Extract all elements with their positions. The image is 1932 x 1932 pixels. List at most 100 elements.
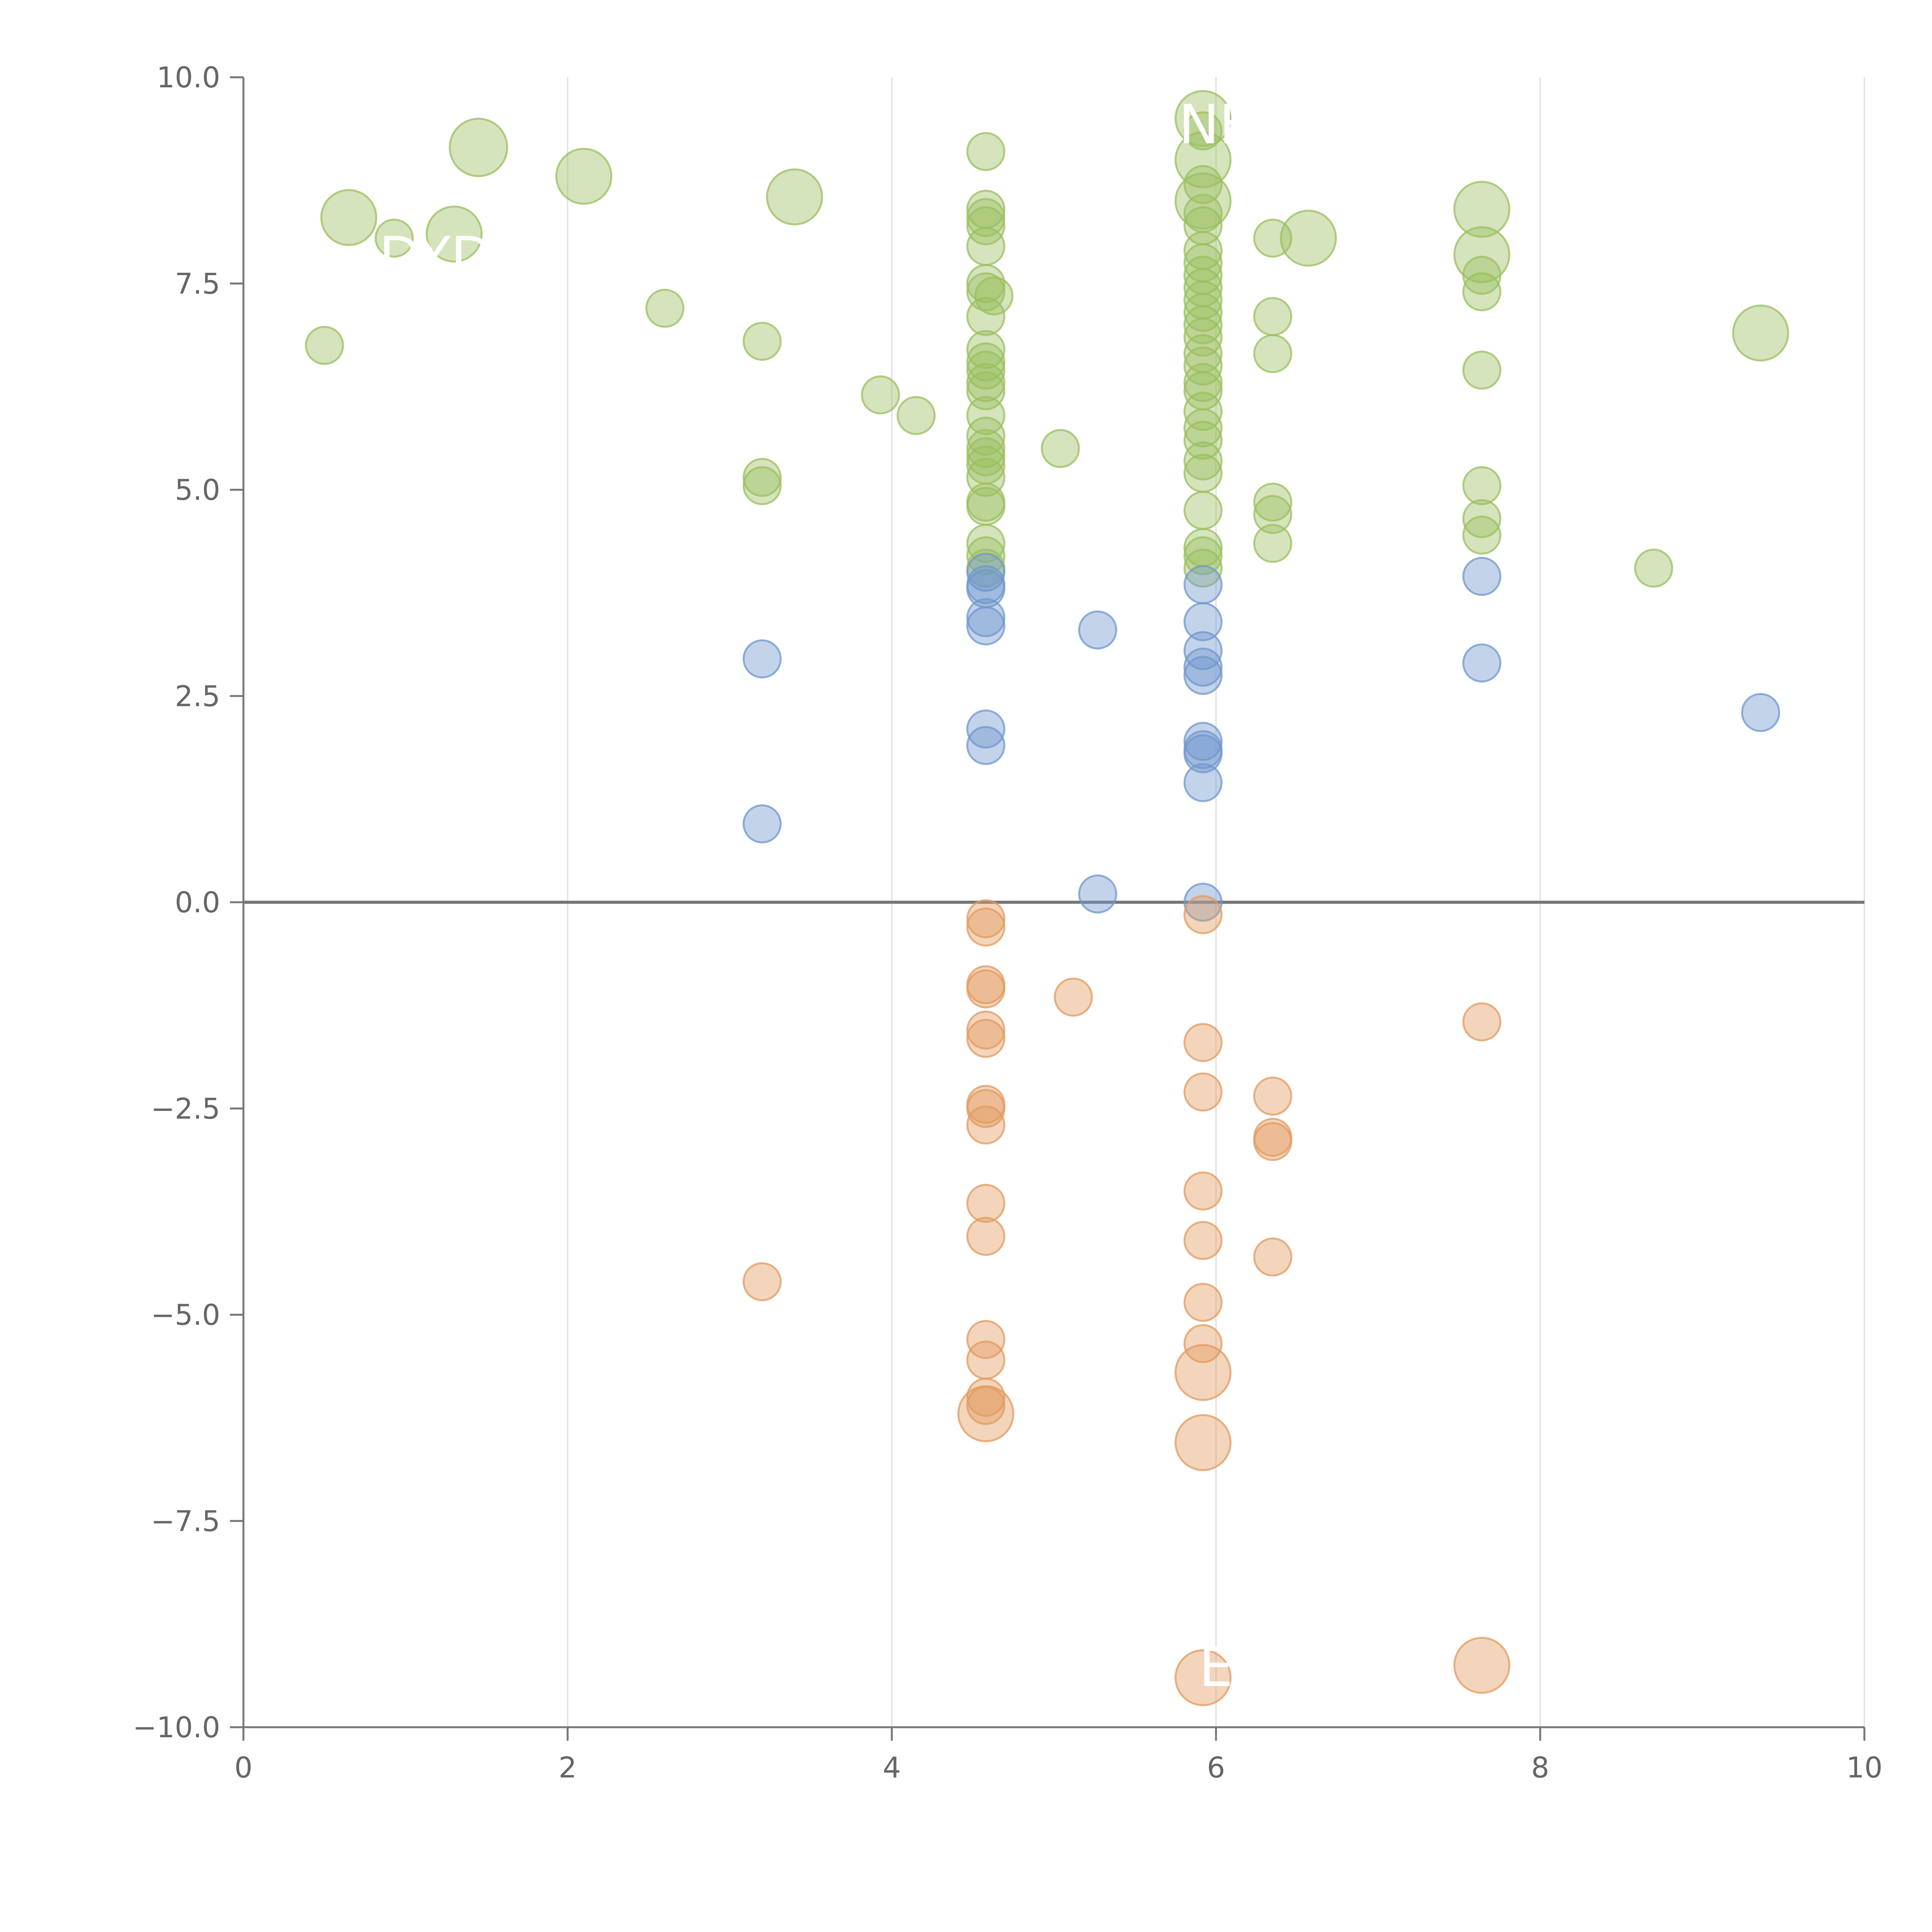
data-point (1253, 1122, 1293, 1161)
data-point (449, 117, 509, 177)
data-point (1183, 565, 1223, 604)
data-point (1183, 602, 1223, 641)
data-point (1183, 1023, 1223, 1062)
y-tick-label: −2.5 (151, 1092, 220, 1126)
data-point (1183, 548, 1223, 588)
data-point (1462, 643, 1502, 683)
data-point (966, 1217, 1005, 1256)
data-point (1462, 466, 1502, 505)
y-tick-label: 2.5 (175, 680, 220, 713)
data-point (1253, 1237, 1293, 1277)
data-point (1183, 883, 1223, 922)
data-point (742, 639, 782, 679)
data-point (966, 437, 1005, 476)
data-point (1183, 763, 1223, 802)
point-labels: DYDX NE E (379, 94, 1253, 1699)
x-tick-label: 2 (558, 1751, 577, 1784)
data-point (742, 321, 782, 361)
data-point (1462, 255, 1502, 295)
data-point (1462, 515, 1502, 555)
data-point (1183, 363, 1223, 402)
data-point (1183, 536, 1223, 575)
data-point (1253, 334, 1293, 373)
data-point (966, 417, 1005, 456)
data-point (966, 396, 1005, 435)
data-point (374, 218, 414, 258)
data-point (1183, 1171, 1223, 1211)
data-point (966, 598, 1005, 637)
data-point (966, 1184, 1005, 1223)
data-point (966, 1320, 1005, 1359)
data-point (1253, 524, 1293, 563)
point-annotation: DYDX (379, 225, 529, 288)
y-tick-label: 5.0 (175, 474, 220, 507)
data-point (1183, 111, 1223, 151)
data-point (305, 326, 344, 365)
data-point (1183, 441, 1223, 481)
data-point (966, 1340, 1005, 1380)
data-point (1054, 978, 1093, 1017)
x-tick-label: 8 (1531, 1751, 1549, 1784)
data-point (1453, 180, 1510, 238)
data-point (966, 486, 1005, 526)
data-point (1253, 297, 1293, 336)
x-tick-label: 10 (1846, 1751, 1883, 1784)
data-point (966, 350, 1005, 390)
data-point (966, 342, 1005, 382)
data-point (1183, 305, 1223, 344)
data-point (966, 132, 1005, 171)
data-point (966, 899, 1005, 939)
data-point (966, 1105, 1005, 1145)
data-point (1183, 392, 1223, 431)
data-point (966, 227, 1005, 266)
data-point (555, 148, 612, 205)
data-point (742, 1262, 782, 1301)
data-point (1462, 272, 1502, 311)
data-point (1183, 1324, 1223, 1363)
data-point (742, 466, 782, 505)
data-point (1732, 304, 1789, 362)
data-point (1253, 483, 1293, 522)
y-tick-label: −5.0 (151, 1299, 220, 1332)
data-point (742, 457, 782, 497)
data-point (966, 907, 1005, 947)
point-annotation: NE (1179, 94, 1253, 156)
data-point (1253, 495, 1293, 534)
data-point (966, 363, 1005, 402)
data-point (1174, 1414, 1232, 1471)
data-point (861, 375, 900, 415)
data-point (1183, 722, 1223, 761)
data-point (1183, 1282, 1223, 1322)
data-point (320, 189, 378, 246)
data-point (1183, 408, 1223, 447)
data-point (1253, 1077, 1293, 1116)
data-point (966, 709, 1005, 749)
data-point (966, 297, 1005, 336)
data-point (1183, 1221, 1223, 1260)
data-point (1183, 656, 1223, 695)
y-tick-label: −7.5 (151, 1505, 220, 1538)
data-point (1078, 610, 1117, 650)
y-tick-label: 0.0 (175, 886, 220, 919)
data-point (1174, 90, 1232, 147)
data-point (1462, 350, 1502, 390)
data-point (1174, 1344, 1232, 1401)
x-tick-label: 6 (1207, 1751, 1225, 1784)
data-point (1183, 491, 1223, 530)
data-point (966, 1010, 1005, 1050)
data-point (966, 1089, 1005, 1128)
data-point (1183, 454, 1223, 493)
x-tick-label: 4 (883, 1751, 901, 1784)
data-point (966, 726, 1005, 765)
data-point (966, 1019, 1005, 1058)
data-point (1183, 420, 1223, 460)
data-point (966, 330, 1005, 369)
y-tick-label: 10.0 (156, 61, 220, 94)
data-point (966, 429, 1005, 468)
data-point (1462, 499, 1502, 538)
y-tick-label: −10.0 (133, 1711, 220, 1744)
data-point (1183, 895, 1223, 934)
data-point (966, 536, 1005, 575)
data-point (1174, 1649, 1232, 1706)
